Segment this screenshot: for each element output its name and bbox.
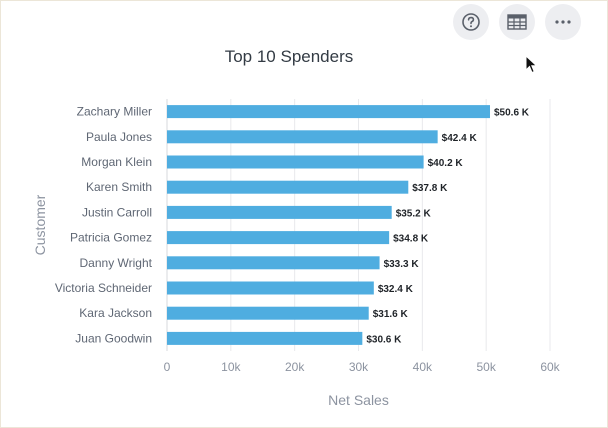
category-label: Victoria Schneider (55, 281, 152, 295)
data-label: $34.8 K (393, 234, 429, 245)
table-icon (507, 14, 527, 30)
x-tick-label: 30k (349, 360, 369, 374)
data-label: $37.8 K (412, 183, 448, 194)
data-label: $40.2 K (428, 158, 464, 169)
data-label: $31.6 K (373, 309, 409, 320)
category-label: Danny Wright (80, 256, 153, 270)
mouse-cursor-icon (525, 55, 538, 74)
bar (167, 281, 374, 295)
data-label: $30.6 K (366, 334, 402, 345)
category-label: Paula Jones (86, 130, 152, 144)
category-label: Morgan Klein (81, 155, 152, 169)
category-label: Juan Goodwin (75, 331, 152, 345)
category-label: Patricia Gomez (70, 231, 152, 245)
bar (167, 180, 409, 194)
category-label: Karen Smith (86, 180, 152, 194)
table-view-button[interactable] (499, 4, 535, 40)
bar (167, 105, 490, 119)
category-label: Zachary Miller (77, 105, 152, 119)
bar (167, 306, 369, 320)
bar (167, 130, 438, 144)
x-tick-label: 50k (476, 360, 496, 374)
data-label: $33.3 K (384, 259, 420, 270)
bar (167, 256, 380, 270)
category-label: Kara Jackson (79, 306, 152, 320)
data-label: $50.6 K (494, 108, 530, 119)
x-tick-label: 20k (285, 360, 305, 374)
x-axis-title: Net Sales (328, 392, 389, 408)
bar (167, 155, 424, 169)
data-label: $42.4 K (442, 133, 478, 144)
x-tick-label: 40k (413, 360, 433, 374)
category-label: Justin Carroll (82, 205, 152, 219)
data-label: $35.2 K (396, 208, 432, 219)
x-tick-label: 60k (540, 360, 560, 374)
x-tick-label: 0 (164, 360, 171, 374)
x-tick-label: 10k (221, 360, 241, 374)
help-button[interactable] (453, 4, 489, 40)
bar (167, 231, 390, 245)
bar (167, 331, 363, 345)
bar (167, 205, 392, 219)
data-label: $32.4 K (378, 284, 414, 295)
chart-title: Top 10 Spenders (224, 47, 354, 66)
help-icon (462, 13, 480, 31)
y-axis-title: Customer (32, 194, 48, 255)
more-options-button[interactable] (545, 4, 581, 40)
more-options-icon (555, 20, 571, 24)
